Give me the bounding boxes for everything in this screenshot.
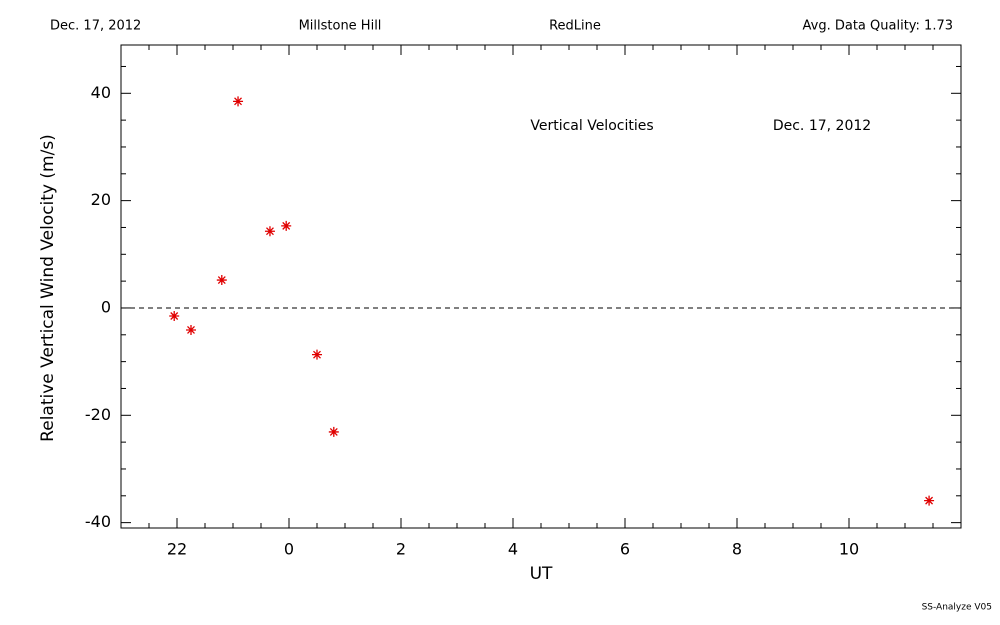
x-tick-label: 8: [732, 540, 742, 559]
x-tick-label: 2: [396, 540, 406, 559]
x-tick-label: 6: [620, 540, 630, 559]
header-line: RedLine: [549, 19, 601, 34]
point: [264, 226, 275, 237]
point: [328, 426, 339, 437]
header-date: Dec. 17, 2012: [50, 19, 141, 34]
y-tick-label: 20: [91, 190, 111, 209]
point: [216, 275, 227, 286]
header-site: Millstone Hill: [299, 19, 382, 34]
point: [281, 220, 292, 231]
y-tick-label: 40: [91, 83, 111, 102]
point: [924, 495, 935, 506]
x-axis-label: UT: [530, 564, 553, 584]
footer: SS-Analyze V05: [922, 603, 992, 613]
y-tick-label: 0: [101, 297, 111, 316]
point: [233, 96, 244, 107]
y-axis-label: Relative Vertical Wind Velocity (m/s): [38, 134, 58, 442]
x-tick-label: 4: [508, 540, 518, 559]
x-tick-label: 0: [284, 540, 294, 559]
annotation: Dec. 17, 2012: [773, 118, 871, 134]
header-quality: Avg. Data Quality: 1.73: [803, 19, 953, 34]
point: [186, 324, 196, 335]
x-tick-label: 10: [839, 540, 859, 559]
x-tick-label: 22: [167, 540, 187, 559]
y-tick-label: -20: [85, 405, 111, 424]
y-tick-label: -40: [85, 512, 111, 531]
annotation: Vertical Velocities: [530, 118, 653, 134]
point: [169, 311, 180, 322]
point: [312, 349, 322, 360]
